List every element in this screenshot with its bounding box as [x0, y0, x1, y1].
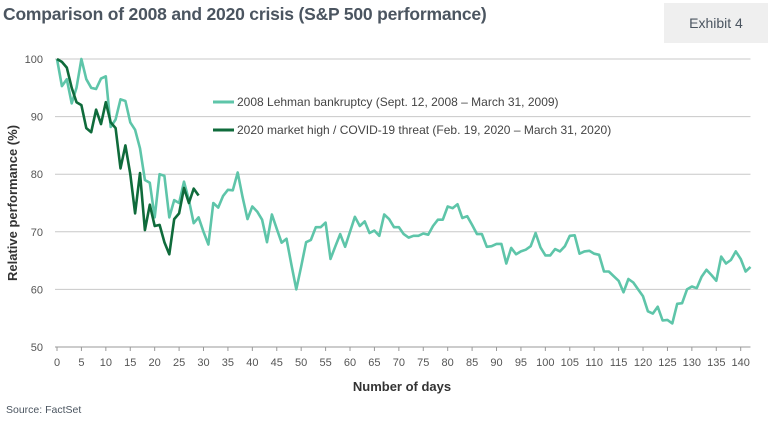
x-tick-label: 35 — [222, 357, 234, 369]
x-tick-label: 25 — [173, 357, 185, 369]
x-tick-label: 140 — [732, 357, 750, 369]
x-tick-label: 50 — [295, 357, 307, 369]
x-tick-label: 60 — [344, 357, 356, 369]
x-tick-label: 20 — [149, 357, 161, 369]
x-tick-label: 125 — [658, 357, 676, 369]
y-tick-label: 70 — [31, 227, 43, 239]
legend-label: 2020 market high / COVID-19 threat (Feb.… — [237, 123, 611, 137]
x-tick-label: 120 — [634, 357, 652, 369]
series-line-2020 — [56, 57, 200, 256]
exhibit-badge: Exhibit 4 — [664, 3, 768, 43]
x-tick-label: 90 — [490, 357, 502, 369]
x-tick-label: 105 — [561, 357, 579, 369]
x-tick-label: 115 — [610, 357, 628, 369]
y-tick-label: 90 — [31, 112, 43, 124]
y-axis-ticks: 50 60 70 80 90 100 — [25, 54, 43, 354]
x-tick-label: 45 — [271, 357, 283, 369]
x-tick-label: 100 — [536, 357, 554, 369]
y-tick-label: 80 — [31, 169, 43, 181]
page-title: Comparison of 2008 and 2020 crisis (S&P … — [3, 4, 487, 24]
y-axis-label: Relative performance (%) — [5, 125, 20, 281]
x-tick-label: 15 — [124, 357, 136, 369]
x-tick-label: 55 — [319, 357, 331, 369]
x-tick-label: 70 — [393, 357, 405, 369]
x-tick-label: 10 — [100, 357, 112, 369]
x-axis-label: Number of days — [353, 379, 451, 394]
y-tick-label: 100 — [25, 54, 43, 66]
legend-label: 2008 Lehman bankruptcy (Sept. 12, 2008 –… — [237, 95, 559, 109]
x-tick-label: 75 — [417, 357, 429, 369]
x-tick-label: 110 — [585, 357, 603, 369]
x-tick-label: 30 — [197, 357, 209, 369]
x-tick-label: 130 — [683, 357, 701, 369]
x-tick-label: 80 — [442, 357, 454, 369]
y-tick-label: 60 — [31, 284, 43, 296]
x-tick-label: 65 — [368, 357, 380, 369]
y-tick-label: 50 — [31, 342, 43, 354]
x-tick-label: 85 — [466, 357, 478, 369]
source-note: Source: FactSet — [6, 404, 82, 416]
x-tick-label: 95 — [515, 357, 527, 369]
x-axis-ticks: 0 5 10 15 20 25 30 35 40 45 50 55 60 65 70 75 80 85 90 95 10… — [54, 347, 750, 369]
x-tick-label: 40 — [246, 357, 258, 369]
series-line-2008 — [55, 57, 752, 325]
x-tick-label: 5 — [78, 357, 84, 369]
series-lines — [55, 57, 752, 325]
x-tick-label: 0 — [54, 357, 60, 369]
legend: 2008 Lehman bankruptcy (Sept. 12, 2008 –… — [213, 95, 611, 137]
x-tick-label: 135 — [707, 357, 725, 369]
